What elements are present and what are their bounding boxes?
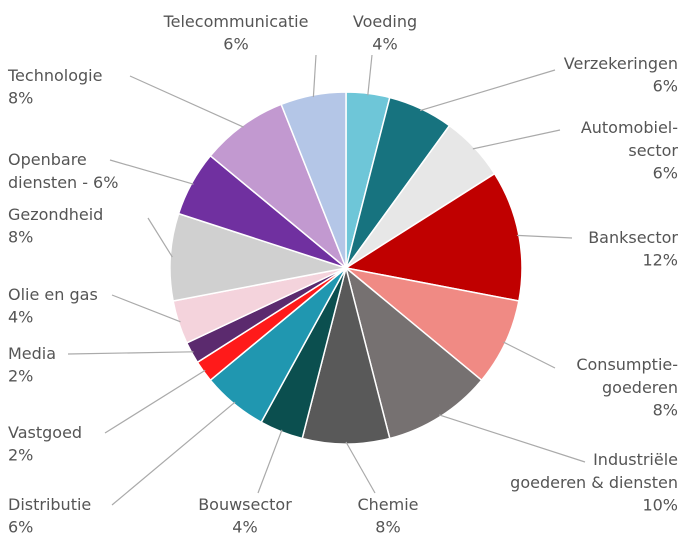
slice-label: sector — [628, 141, 678, 160]
slice-label: Distributie — [8, 495, 91, 514]
leader-line — [104, 369, 206, 434]
slice-label: Technologie — [7, 66, 102, 85]
slice-label: Gezondheid — [8, 205, 103, 224]
slice-label-line: Olie en gas — [8, 285, 98, 304]
leader-line — [111, 294, 181, 323]
leader-line — [516, 234, 573, 239]
slice-label-line: Consumptie- — [576, 355, 678, 374]
slice-label-line: Voeding — [353, 12, 417, 31]
slice-label-line: Chemie — [357, 495, 418, 514]
leader-line — [439, 414, 586, 463]
value-label: 2% — [8, 367, 33, 386]
slice-label: Industriële — [593, 450, 678, 469]
leader-line — [67, 351, 194, 355]
leader-line — [472, 129, 561, 150]
value-label: 10% — [642, 496, 678, 515]
leader-line — [345, 441, 376, 494]
leader-line — [367, 54, 373, 96]
slice-label-line: goederen — [602, 378, 678, 397]
value-label: 2% — [8, 446, 33, 465]
value-label: 4% — [232, 518, 257, 537]
slice-label: Banksector — [588, 228, 678, 247]
value-label: 12% — [642, 251, 678, 270]
slice-label-line: Gezondheid — [8, 205, 103, 224]
pie-slice — [301, 267, 391, 445]
value-label: 8% — [8, 228, 33, 247]
leader-line — [111, 401, 236, 506]
leader-line — [109, 159, 194, 185]
slice-label-line: diensten - — [8, 173, 88, 192]
slice-label-line: Automobiel- — [581, 118, 678, 137]
slice-label: Chemie — [357, 495, 418, 514]
slice-label: goederen — [602, 378, 678, 397]
value-label: 8% — [375, 518, 400, 537]
slice-label-line: Bouwsector — [198, 495, 292, 514]
leader-line — [503, 341, 556, 369]
slice-label: Vastgoed — [8, 423, 82, 442]
slice-label: Automobiel- — [581, 118, 678, 137]
value-label: 6% — [223, 35, 248, 54]
slice-label: goederen & diensten — [510, 473, 678, 492]
slice-label: Openbare — [8, 150, 87, 169]
slice-label-line: Openbare — [8, 150, 87, 169]
leader-line — [257, 429, 283, 494]
slice-label: Bouwsector — [198, 495, 292, 514]
leader-line — [312, 54, 317, 98]
slice-label: Telecommunicatie — [163, 12, 309, 31]
slice-label: Voeding — [353, 12, 417, 31]
pie-slice — [209, 103, 347, 269]
value-label: 6% — [8, 518, 33, 537]
value-label: 6% — [653, 77, 678, 96]
slice-label: Verzekeringen — [564, 54, 678, 73]
slice-label: Media — [8, 344, 56, 363]
slice-label-line: sector — [628, 141, 678, 160]
value-label: 4% — [8, 308, 33, 327]
slice-label-line: Telecommunicatie — [163, 12, 309, 31]
leader-line — [147, 217, 173, 258]
slice-label-line: Vastgoed — [8, 423, 82, 442]
value-label: 6% — [93, 173, 118, 192]
value-label: 8% — [8, 89, 33, 108]
slice-label: diensten - 6% — [8, 173, 118, 192]
slice-label-line: goederen & diensten — [510, 473, 678, 492]
slice-label-line: Verzekeringen — [564, 54, 678, 73]
pie-slice — [344, 265, 483, 440]
value-label: 6% — [653, 164, 678, 183]
value-label: 4% — [372, 35, 397, 54]
leader-line — [419, 69, 556, 112]
slice-label: Olie en gas — [8, 285, 98, 304]
slice-label-line: Banksector — [588, 228, 678, 247]
slice-label-line: Industriële — [593, 450, 678, 469]
slice-label-line: Distributie — [8, 495, 91, 514]
pie-slice — [169, 212, 347, 302]
value-label: 8% — [653, 401, 678, 420]
leader-line — [129, 75, 244, 128]
slice-label: Consumptie- — [576, 355, 678, 374]
slice-label-line: Media — [8, 344, 56, 363]
slice-label-line: Technologie — [7, 66, 102, 85]
